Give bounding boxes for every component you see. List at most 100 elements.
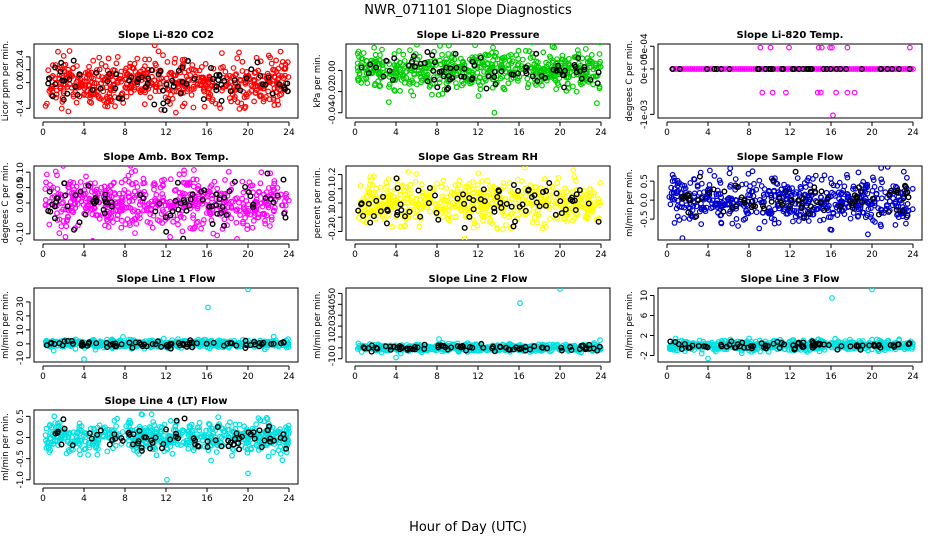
data-point — [477, 196, 484, 203]
data-point — [218, 97, 225, 104]
data-point — [380, 193, 387, 200]
data-point — [118, 224, 125, 231]
data-point — [114, 79, 121, 86]
data-point — [54, 172, 60, 179]
data-point — [400, 51, 407, 58]
x-tick-label: 24 — [283, 128, 295, 138]
y-tick-label: -0.04 — [328, 101, 338, 125]
data-point — [797, 183, 804, 190]
data-point — [282, 72, 288, 79]
data-point — [768, 198, 775, 205]
x-tick-label: 4 — [81, 250, 87, 260]
data-point — [372, 80, 379, 87]
data-point — [669, 171, 676, 178]
data-point — [888, 187, 895, 194]
data-point — [527, 55, 534, 61]
data-point — [69, 72, 76, 79]
data-point — [748, 188, 755, 195]
data-point — [517, 300, 523, 307]
data-point — [588, 52, 595, 58]
data-point — [429, 52, 436, 59]
data-point — [436, 76, 443, 83]
data-point — [760, 191, 767, 198]
data-point — [128, 169, 135, 176]
data-point — [430, 67, 437, 74]
data-point — [65, 66, 71, 73]
data-point — [508, 51, 514, 58]
data-point — [279, 59, 286, 65]
y-tick-label: 40 — [328, 298, 338, 310]
data-point — [210, 230, 217, 237]
data-point — [123, 71, 130, 78]
data-point — [282, 66, 289, 72]
data-point — [363, 219, 370, 226]
data-point — [175, 340, 182, 347]
data-point — [251, 77, 257, 84]
data-point — [265, 204, 272, 211]
data-point — [132, 167, 139, 174]
data-point — [852, 66, 859, 72]
data-point — [268, 60, 275, 67]
data-point — [380, 65, 386, 72]
y-tick-label: 30 — [328, 309, 338, 321]
data-point — [778, 66, 785, 72]
data-point — [64, 213, 71, 220]
data-point — [198, 64, 205, 70]
data-point — [904, 212, 911, 219]
data-point — [355, 48, 362, 55]
data-point — [810, 175, 816, 182]
data-point — [472, 44, 479, 49]
data-point — [477, 54, 484, 61]
data-point — [418, 79, 425, 86]
data-point — [511, 192, 518, 199]
x-tick-label: 24 — [595, 128, 607, 138]
data-point — [385, 176, 392, 183]
data-point — [581, 64, 588, 71]
data-point — [752, 197, 759, 204]
data-point — [257, 58, 264, 65]
x-tick-label: 20 — [866, 250, 878, 260]
data-point — [743, 66, 750, 72]
data-point — [583, 345, 590, 352]
data-point — [823, 66, 830, 72]
data-point — [706, 189, 713, 196]
data-point — [817, 217, 823, 224]
data-point — [85, 182, 92, 189]
data-point — [575, 55, 582, 62]
x-tick-label: 4 — [393, 372, 399, 382]
data-point — [231, 83, 238, 90]
data-point — [104, 95, 111, 102]
data-point — [138, 77, 145, 83]
data-point — [519, 56, 526, 63]
data-point — [513, 52, 520, 59]
data-point — [547, 55, 554, 61]
data-point — [556, 67, 563, 74]
data-point — [64, 203, 71, 210]
data-point — [113, 60, 120, 67]
data-point — [751, 180, 757, 187]
data-point — [176, 171, 183, 178]
data-point — [533, 199, 540, 206]
data-point — [572, 177, 579, 184]
data-point — [233, 342, 240, 349]
data-point — [271, 102, 278, 108]
data-point — [368, 190, 375, 196]
data-point — [531, 214, 538, 221]
x-tick-label: 16 — [825, 250, 837, 260]
data-point — [385, 99, 392, 105]
data-point — [411, 63, 418, 70]
data-point — [280, 339, 287, 346]
data-point — [696, 173, 703, 180]
data-point — [407, 345, 414, 352]
data-point — [475, 348, 482, 354]
data-point — [373, 195, 380, 202]
data-point — [394, 211, 401, 218]
data-point — [226, 95, 233, 101]
data-point — [512, 200, 519, 207]
data-point — [189, 225, 196, 232]
data-point — [452, 50, 459, 57]
data-point — [390, 196, 396, 203]
data-point — [125, 193, 132, 200]
data-point — [136, 201, 143, 208]
data-point — [470, 217, 477, 224]
